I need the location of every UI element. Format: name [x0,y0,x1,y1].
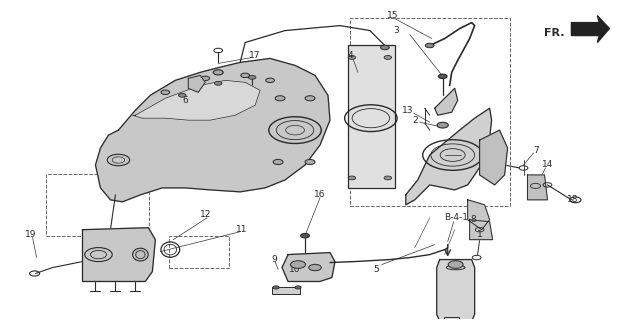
Circle shape [426,43,434,48]
Text: 14: 14 [541,160,553,170]
Circle shape [309,264,321,271]
Text: 4: 4 [347,51,352,60]
Bar [348,45,395,188]
Polygon shape [188,76,205,92]
Text: 5: 5 [373,265,379,274]
Text: 11: 11 [237,225,248,234]
Circle shape [300,233,309,238]
Polygon shape [468,200,490,230]
Text: 9: 9 [271,255,277,264]
Polygon shape [83,228,155,282]
Polygon shape [572,16,609,43]
Circle shape [201,76,210,81]
Circle shape [305,159,315,164]
Circle shape [348,56,356,59]
Text: 19: 19 [25,230,36,239]
Polygon shape [470,220,493,240]
Circle shape [384,176,392,180]
Circle shape [448,261,463,268]
Text: 12: 12 [200,210,211,219]
Text: 2: 2 [412,116,418,125]
Polygon shape [282,252,335,282]
Text: 7: 7 [533,146,540,155]
Circle shape [213,70,223,75]
Polygon shape [480,130,508,185]
Text: 18: 18 [567,195,578,204]
Bar [170,236,228,268]
Circle shape [265,78,274,83]
Text: 10: 10 [289,265,300,274]
Circle shape [381,45,389,50]
Circle shape [249,76,256,79]
Ellipse shape [133,248,148,261]
Circle shape [348,176,356,180]
Polygon shape [96,59,330,202]
Text: 3: 3 [393,26,399,35]
Polygon shape [528,175,548,200]
Circle shape [437,122,448,128]
Circle shape [273,159,283,164]
Circle shape [273,286,279,289]
Text: 1: 1 [477,230,483,239]
Bar [46,174,149,236]
Circle shape [438,74,447,79]
Text: 16: 16 [314,190,326,199]
Circle shape [215,81,222,85]
Bar [351,18,510,206]
Text: 8: 8 [471,215,476,224]
Text: 17: 17 [249,51,261,60]
Circle shape [295,286,301,289]
Circle shape [161,90,170,94]
Polygon shape [434,88,458,115]
Text: 13: 13 [402,106,414,115]
Circle shape [384,56,392,59]
Text: B-4-1: B-4-1 [444,213,468,222]
Polygon shape [406,108,491,205]
Circle shape [275,96,285,101]
Circle shape [290,261,305,268]
Bar [444,317,459,320]
Polygon shape [437,260,475,320]
Text: 15: 15 [387,11,399,20]
Polygon shape [133,80,260,120]
Text: FR.: FR. [544,28,565,37]
Circle shape [178,93,186,97]
Bar [272,287,300,294]
Circle shape [241,73,250,77]
Text: 6: 6 [182,96,188,105]
Circle shape [305,96,315,101]
